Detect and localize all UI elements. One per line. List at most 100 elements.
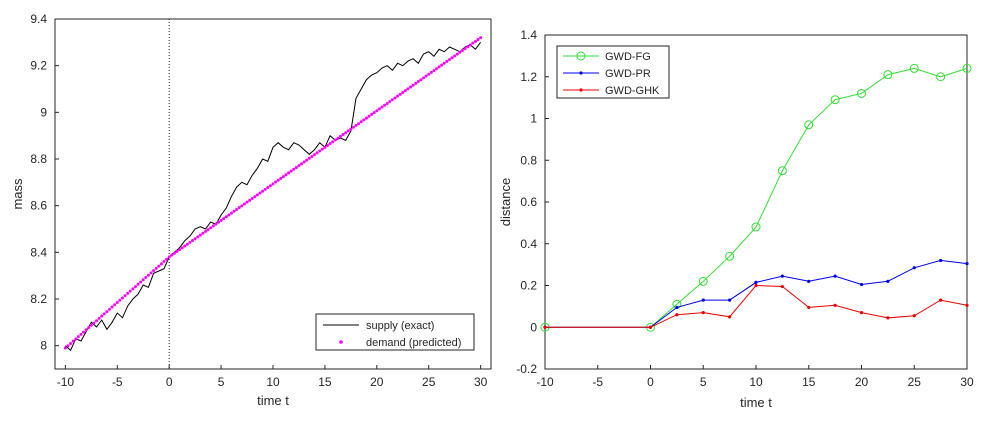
demand-predicted-point	[222, 217, 226, 221]
y-tick-label: 8.6	[30, 199, 47, 213]
demand-predicted-point	[245, 200, 249, 204]
gwd-pr-marker	[859, 282, 864, 287]
gwd-fg-marker	[777, 166, 787, 176]
gwd-ghk-marker	[939, 298, 943, 302]
demand-predicted-point	[268, 184, 272, 188]
gwd-pr-marker	[701, 298, 705, 302]
demand-predicted-point	[409, 85, 413, 89]
demand-predicted-point	[248, 198, 252, 202]
gwd-pr-marker	[912, 266, 916, 270]
legend-gwd-fg-marker	[576, 51, 586, 61]
demand-predicted-point	[126, 291, 130, 295]
demand-predicted-point	[235, 207, 239, 211]
demand-predicted-point	[240, 204, 244, 208]
demand-predicted-point	[159, 262, 163, 266]
gwd-fg-marker	[725, 251, 735, 261]
gwd-pr-marker	[728, 298, 732, 302]
demand-predicted-point	[476, 37, 480, 41]
demand-predicted-point	[398, 92, 402, 96]
gwd-pr-marker	[939, 258, 943, 263]
distance-chart-ticks: -10 -5 0 5 10 15 20 25 30 -0.2 0 0.2 0.4 0.6 0.8 1 1.2 1.…	[516, 28, 974, 389]
demand-predicted-point	[204, 229, 208, 233]
demand-predicted-point	[344, 131, 348, 135]
demand-predicted-point	[331, 140, 335, 144]
gwd-pr-marker	[965, 261, 969, 266]
demand-predicted-point	[224, 215, 228, 219]
x-tick-label: -10	[57, 375, 75, 389]
demand-predicted-point	[193, 237, 197, 241]
legend-gwd-pr-marker	[579, 71, 583, 75]
x-tick-label: 15	[318, 375, 332, 389]
demand-predicted-point	[128, 289, 132, 293]
demand-predicted-point	[92, 321, 96, 325]
demand-predicted-point	[217, 220, 220, 224]
demand-predicted-point	[367, 114, 371, 118]
distance-chart-y-label: distance	[498, 178, 513, 226]
x-tick-label: 30	[960, 375, 974, 389]
demand-predicted-point	[305, 158, 309, 162]
y-tick-label: 8.8	[30, 152, 47, 166]
demand-predicted-point	[242, 202, 246, 206]
legend-gwd-ghk-marker	[579, 88, 583, 92]
legend-gwd-fg-label: GWD-FG	[605, 51, 651, 63]
demand-predicted-point	[95, 319, 99, 323]
gwd-pr-line	[545, 259, 968, 328]
demand-predicted-point	[258, 191, 262, 195]
demand-predicted-point	[432, 69, 436, 73]
demand-predicted-point	[123, 294, 127, 298]
distance-chart-series	[540, 63, 972, 332]
demand-predicted-point	[437, 65, 441, 69]
demand-predicted-point	[84, 328, 88, 332]
demand-predicted-point	[403, 89, 407, 93]
demand-predicted-point	[338, 134, 342, 138]
demand-predicted-point	[445, 59, 449, 63]
demand-predicted-point	[414, 81, 418, 85]
demand-predicted-point	[463, 47, 467, 51]
mass-chart-x-label: time t	[257, 393, 289, 408]
demand-predicted-point	[118, 298, 122, 302]
y-tick-label: 8.2	[30, 292, 47, 306]
demand-predicted-point	[71, 339, 75, 343]
demand-predicted-point	[375, 109, 379, 113]
demand-predicted-point	[87, 326, 91, 330]
distance-chart-legend-box	[556, 45, 670, 99]
y-tick-label: -0.2	[516, 362, 537, 376]
mass-chart-ticks: -10 -5 0 5 10 15 20 25 30 8 8.2 8.4 8.6 8.8 9 9.2 9.4	[30, 12, 487, 389]
demand-predicted-point	[380, 105, 384, 109]
demand-predicted-point	[69, 341, 73, 345]
demand-predicted-point	[191, 239, 195, 243]
demand-predicted-point	[82, 330, 86, 334]
gwd-ghk-marker	[886, 316, 890, 320]
x-tick-label: 20	[370, 375, 384, 389]
x-tick-label: 15	[802, 375, 816, 389]
y-tick-label: 9.2	[30, 59, 47, 73]
gwd-pr-marker	[807, 279, 811, 283]
demand-predicted-point	[206, 228, 210, 232]
demand-predicted-point	[183, 244, 187, 248]
demand-predicted-point	[271, 182, 275, 186]
demand-predicted-point	[185, 242, 189, 246]
demand-predicted-point	[473, 39, 477, 43]
gwd-ghk-marker	[754, 283, 758, 288]
demand-predicted-point	[232, 209, 236, 213]
distance-chart-x-label: time t	[740, 395, 772, 410]
demand-predicted-point	[167, 255, 171, 259]
demand-predicted-point	[172, 251, 176, 255]
gwd-fg-marker	[698, 276, 708, 286]
gwd-ghk-marker	[648, 325, 653, 329]
demand-predicted-point	[146, 273, 150, 277]
demand-predicted-point	[214, 222, 218, 226]
demand-predicted-point	[201, 231, 205, 235]
demand-predicted-point	[276, 178, 280, 182]
demand-predicted-point	[105, 310, 109, 314]
demand-predicted-point	[357, 122, 361, 126]
demand-predicted-point	[372, 111, 376, 115]
demand-predicted-point	[328, 142, 332, 146]
demand-predicted-point	[178, 248, 182, 252]
y-tick-label: 8.4	[30, 245, 47, 259]
demand-predicted-point	[466, 45, 470, 49]
mass-chart: -10 -5 0 5 10 15 20 25 30 8 8.2 8.4 8.6 8.8 9 9.2 9.4 ti…	[10, 12, 492, 408]
gwd-ghk-marker	[833, 303, 837, 307]
demand-predicted-point	[227, 213, 231, 217]
demand-predicted-point	[359, 120, 363, 124]
